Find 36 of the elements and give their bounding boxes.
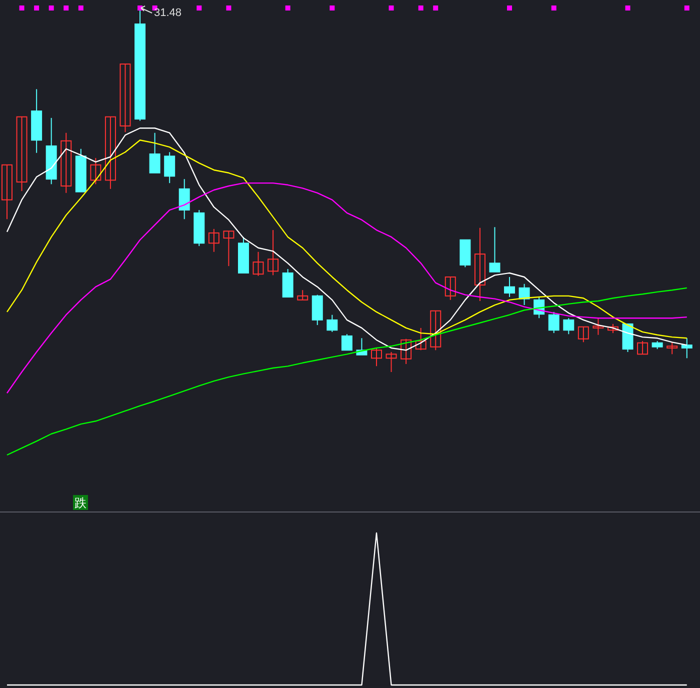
candlestick (252, 251, 264, 276)
candlestick (326, 314, 338, 332)
candlestick (637, 340, 648, 355)
candlestick (430, 310, 442, 351)
candlestick (578, 326, 589, 343)
candlestick (16, 116, 28, 192)
candlestick (2, 164, 12, 220)
candlestick (60, 132, 72, 194)
candlestick (504, 276, 516, 298)
candlestick (400, 338, 412, 364)
candlestick (518, 283, 530, 306)
candlestick (178, 178, 190, 220)
candlestick (341, 334, 352, 351)
annotation: 31.48 (154, 7, 182, 19)
candlestick (208, 228, 220, 252)
candlestick (415, 327, 426, 351)
candlestick (164, 152, 176, 184)
candlestick (474, 227, 486, 302)
candlestick (592, 318, 604, 336)
candlestick (666, 342, 678, 355)
text: 跌 (74, 496, 86, 510)
candlestick (120, 64, 131, 133)
candlestick (268, 230, 279, 276)
candlestick (548, 311, 560, 334)
candlestick (104, 116, 116, 190)
candlestick (297, 290, 308, 300)
candlestick (371, 347, 382, 367)
candlestick (489, 226, 500, 272)
candlestick (563, 318, 574, 335)
candlestick (223, 230, 234, 267)
candlestick (444, 276, 456, 300)
candlestick (90, 157, 102, 185)
candlestick (607, 323, 618, 334)
candlestick (386, 351, 397, 372)
candlestick (149, 132, 160, 174)
candlestick (681, 338, 692, 359)
